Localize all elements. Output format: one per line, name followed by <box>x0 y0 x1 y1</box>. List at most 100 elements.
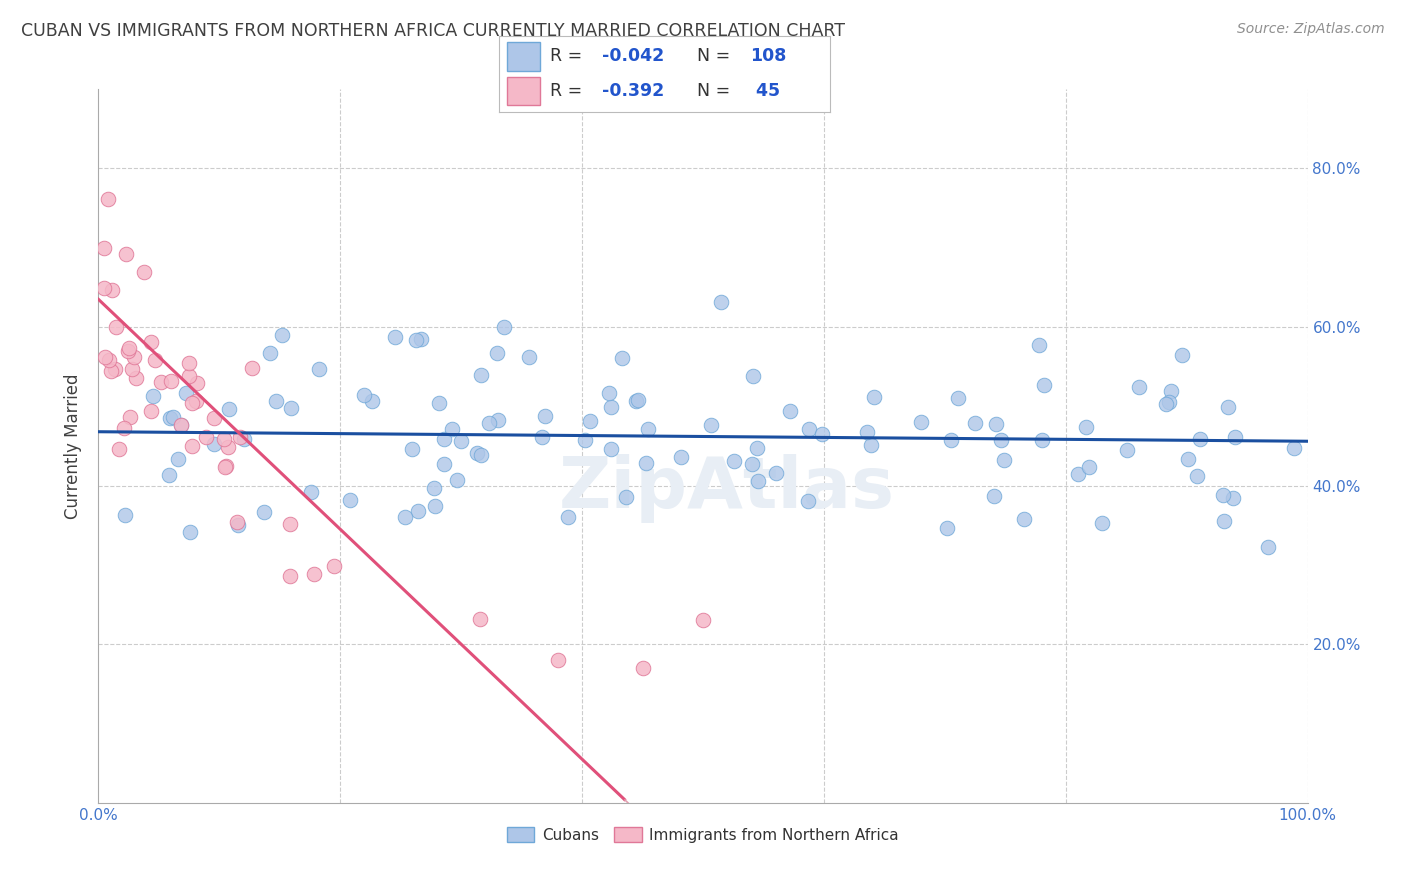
Point <box>299 484 322 499</box>
Point <box>157 468 180 483</box>
Point <box>531 430 554 444</box>
Point <box>517 350 540 364</box>
Point <box>308 362 330 376</box>
Point <box>105 320 128 334</box>
Point <box>600 400 623 414</box>
Point <box>1028 338 1050 352</box>
Point <box>339 492 361 507</box>
Point <box>1115 442 1137 457</box>
Point <box>1187 468 1209 483</box>
Point <box>910 416 932 430</box>
Point <box>636 456 658 470</box>
Point <box>486 412 509 426</box>
Point <box>215 459 238 474</box>
Point <box>723 454 745 468</box>
Point <box>1159 395 1181 409</box>
Point <box>1257 540 1279 554</box>
Point <box>278 568 301 582</box>
Point <box>259 346 281 360</box>
Point <box>624 393 647 408</box>
Point <box>468 611 491 625</box>
Text: N =: N = <box>697 47 731 65</box>
Point <box>1222 491 1244 505</box>
Point <box>361 394 384 409</box>
Point <box>240 361 263 376</box>
Point <box>101 284 124 298</box>
Point <box>433 457 456 471</box>
Point <box>217 440 239 454</box>
Point <box>1031 433 1053 447</box>
Point <box>534 409 557 423</box>
Text: -0.392: -0.392 <box>602 82 664 100</box>
Point <box>212 432 235 446</box>
Point <box>174 386 197 401</box>
Point <box>121 362 143 376</box>
Point <box>162 409 184 424</box>
Point <box>271 328 294 343</box>
Point <box>423 500 446 514</box>
Point <box>1213 514 1236 528</box>
Point <box>195 429 218 443</box>
Point <box>108 442 131 456</box>
Point <box>935 521 957 535</box>
Point <box>1074 420 1097 434</box>
Bar <box>508 77 540 105</box>
Point <box>184 393 207 408</box>
Point <box>214 459 236 474</box>
Text: 108: 108 <box>751 47 786 65</box>
Point <box>218 401 240 416</box>
Point <box>579 414 602 428</box>
Point <box>427 395 450 409</box>
Point <box>1160 384 1182 398</box>
Text: CUBAN VS IMMIGRANTS FROM NORTHERN AFRICA CURRENTLY MARRIED CORRELATION CHART: CUBAN VS IMMIGRANTS FROM NORTHERN AFRICA… <box>21 22 845 40</box>
Point <box>446 473 468 487</box>
Point <box>93 241 115 255</box>
Point <box>98 353 121 368</box>
Point <box>450 434 472 449</box>
Point <box>202 411 225 425</box>
Point <box>574 433 596 447</box>
Point <box>170 418 193 433</box>
Point <box>627 392 650 407</box>
Bar <box>508 42 540 70</box>
Point <box>1212 488 1234 502</box>
Point <box>547 653 569 667</box>
Point <box>432 432 454 446</box>
Text: ZipAtlas: ZipAtlas <box>560 454 896 524</box>
Point <box>669 450 692 465</box>
Point <box>492 319 515 334</box>
Point <box>598 386 620 401</box>
Point <box>423 481 446 495</box>
Point <box>1188 432 1211 446</box>
Point <box>409 332 432 346</box>
Point <box>401 442 423 457</box>
Point <box>710 294 733 309</box>
Text: N =: N = <box>697 82 731 100</box>
Point <box>226 518 249 533</box>
Point <box>1128 380 1150 394</box>
Point <box>699 418 721 433</box>
Point <box>963 416 986 430</box>
Point <box>280 516 302 531</box>
Point <box>765 466 787 480</box>
Point <box>1177 451 1199 466</box>
Point <box>118 410 141 425</box>
Point <box>990 433 1012 447</box>
Point <box>304 566 326 581</box>
Point <box>1223 430 1246 444</box>
Point <box>631 661 654 675</box>
Point <box>229 430 252 444</box>
Point <box>139 335 162 350</box>
Point <box>177 356 200 370</box>
Point <box>860 438 883 452</box>
Point <box>160 374 183 388</box>
Point <box>94 350 117 364</box>
Point <box>984 417 1007 431</box>
Point <box>167 452 190 467</box>
Point <box>856 425 879 439</box>
Point <box>614 490 637 504</box>
Point <box>478 416 501 430</box>
Point <box>557 509 579 524</box>
Point <box>180 439 202 453</box>
Point <box>1067 467 1090 482</box>
